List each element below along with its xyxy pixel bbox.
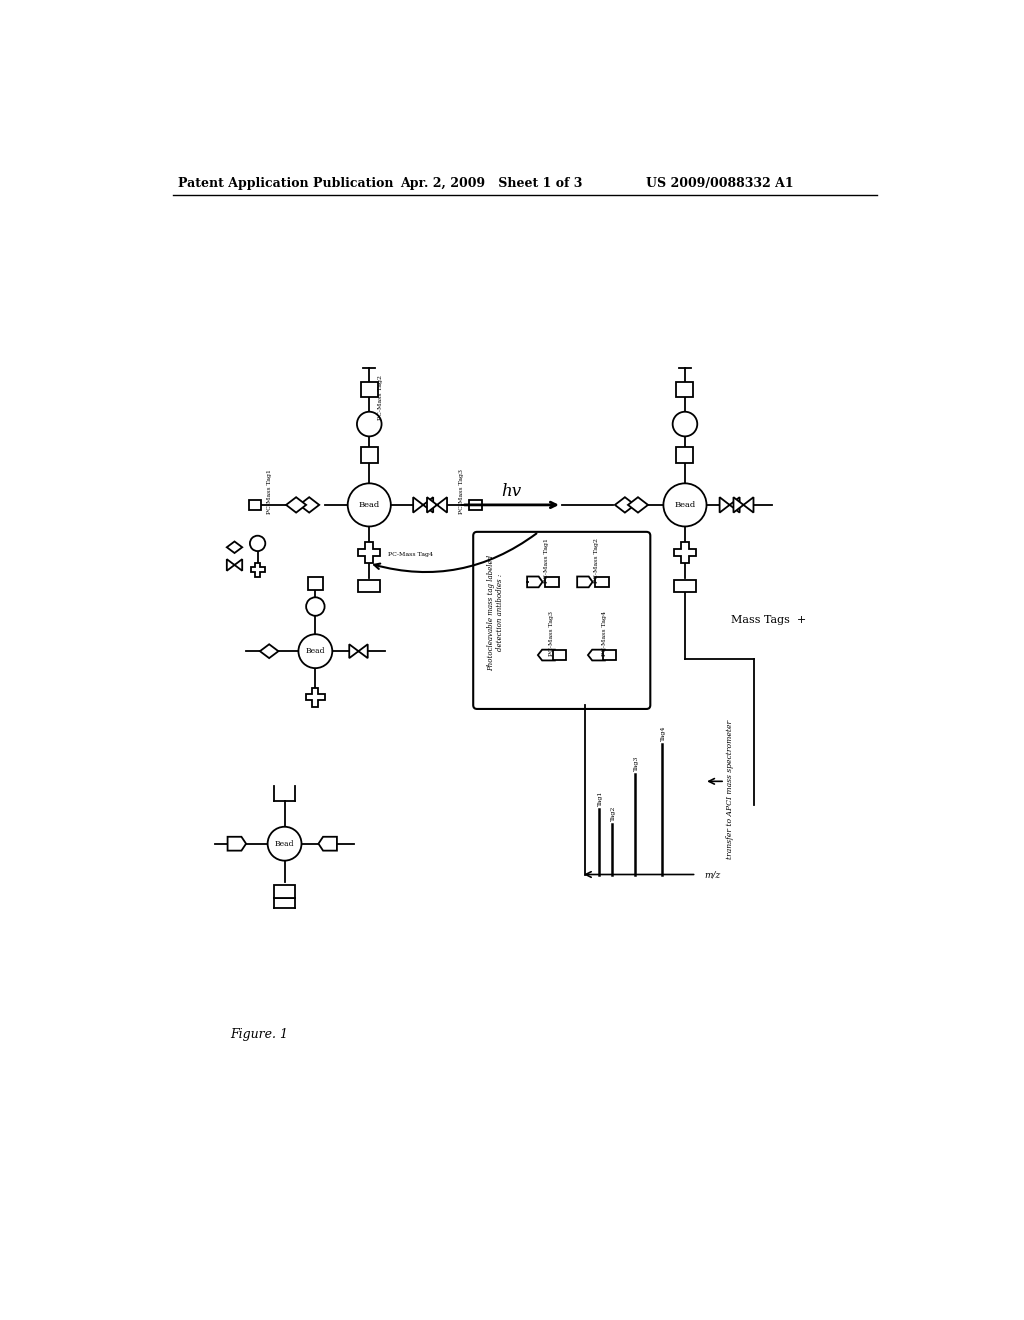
Bar <box>360 381 378 397</box>
Text: Figure. 1: Figure. 1 <box>230 1028 289 1041</box>
Bar <box>273 884 295 899</box>
Polygon shape <box>427 498 447 512</box>
Text: Photocleavable mass tag labeled: Photocleavable mass tag labeled <box>487 554 495 671</box>
Text: PC-Mass Tag4: PC-Mass Tag4 <box>388 553 433 557</box>
Bar <box>545 577 559 587</box>
Text: Tag2: Tag2 <box>611 807 615 821</box>
Polygon shape <box>628 498 648 512</box>
Polygon shape <box>318 837 337 850</box>
Text: Mass Tags  +: Mass Tags + <box>731 615 807 626</box>
Circle shape <box>306 598 325 616</box>
Text: Tag1: Tag1 <box>598 791 603 807</box>
Text: Bead: Bead <box>305 647 325 655</box>
Text: PC-Mass Tag2: PC-Mass Tag2 <box>378 375 383 420</box>
Polygon shape <box>251 562 264 577</box>
Polygon shape <box>226 541 243 553</box>
Bar <box>360 447 378 462</box>
Text: Tag3: Tag3 <box>634 756 639 771</box>
Bar <box>358 579 380 591</box>
Text: Bead: Bead <box>675 500 695 510</box>
Polygon shape <box>358 543 380 564</box>
Polygon shape <box>674 543 695 564</box>
Text: PC-Mass Tag3: PC-Mass Tag3 <box>549 611 554 656</box>
Circle shape <box>664 483 707 527</box>
Polygon shape <box>614 498 635 512</box>
Polygon shape <box>588 649 605 660</box>
Polygon shape <box>413 498 433 512</box>
Text: PC-Mass Tag3: PC-Mass Tag3 <box>459 469 464 513</box>
Text: m/z: m/z <box>705 870 721 879</box>
Polygon shape <box>286 498 306 512</box>
Text: Patent Application Publication: Patent Application Publication <box>178 177 394 190</box>
Text: detection antibodies :: detection antibodies : <box>497 574 504 651</box>
Polygon shape <box>299 498 319 512</box>
Bar <box>469 500 481 510</box>
Text: hv: hv <box>502 483 522 499</box>
Bar <box>602 649 616 660</box>
Text: Tag4: Tag4 <box>660 725 666 741</box>
Text: Bead: Bead <box>274 840 294 847</box>
Polygon shape <box>349 644 368 659</box>
Circle shape <box>250 536 265 552</box>
Bar <box>674 579 695 591</box>
Polygon shape <box>733 498 754 512</box>
Bar <box>553 649 566 660</box>
Polygon shape <box>538 649 555 660</box>
Text: PC-Mass Tag1: PC-Mass Tag1 <box>544 537 549 583</box>
Bar <box>307 577 323 590</box>
Text: Bead: Bead <box>358 500 380 510</box>
Polygon shape <box>226 560 243 570</box>
Text: US 2009/0088332 A1: US 2009/0088332 A1 <box>646 177 794 190</box>
Bar <box>677 447 693 462</box>
Bar <box>249 500 261 510</box>
Polygon shape <box>306 688 325 706</box>
Text: PC-Mass Tag4: PC-Mass Tag4 <box>602 611 606 656</box>
Circle shape <box>348 483 391 527</box>
Circle shape <box>267 826 301 861</box>
Circle shape <box>673 412 697 437</box>
Text: PC-Mass Tag1: PC-Mass Tag1 <box>266 469 271 513</box>
Polygon shape <box>578 577 593 587</box>
Polygon shape <box>720 498 739 512</box>
Circle shape <box>298 635 333 668</box>
Polygon shape <box>527 577 543 587</box>
Bar <box>595 577 608 587</box>
Text: transfer to APCI mass spectrometer: transfer to APCI mass spectrometer <box>726 721 733 859</box>
Bar <box>677 381 693 397</box>
Polygon shape <box>260 644 279 659</box>
Polygon shape <box>227 837 246 850</box>
Text: PC-Mass Tag2: PC-Mass Tag2 <box>594 537 599 583</box>
Text: Apr. 2, 2009   Sheet 1 of 3: Apr. 2, 2009 Sheet 1 of 3 <box>400 177 583 190</box>
Circle shape <box>357 412 382 437</box>
FancyBboxPatch shape <box>473 532 650 709</box>
